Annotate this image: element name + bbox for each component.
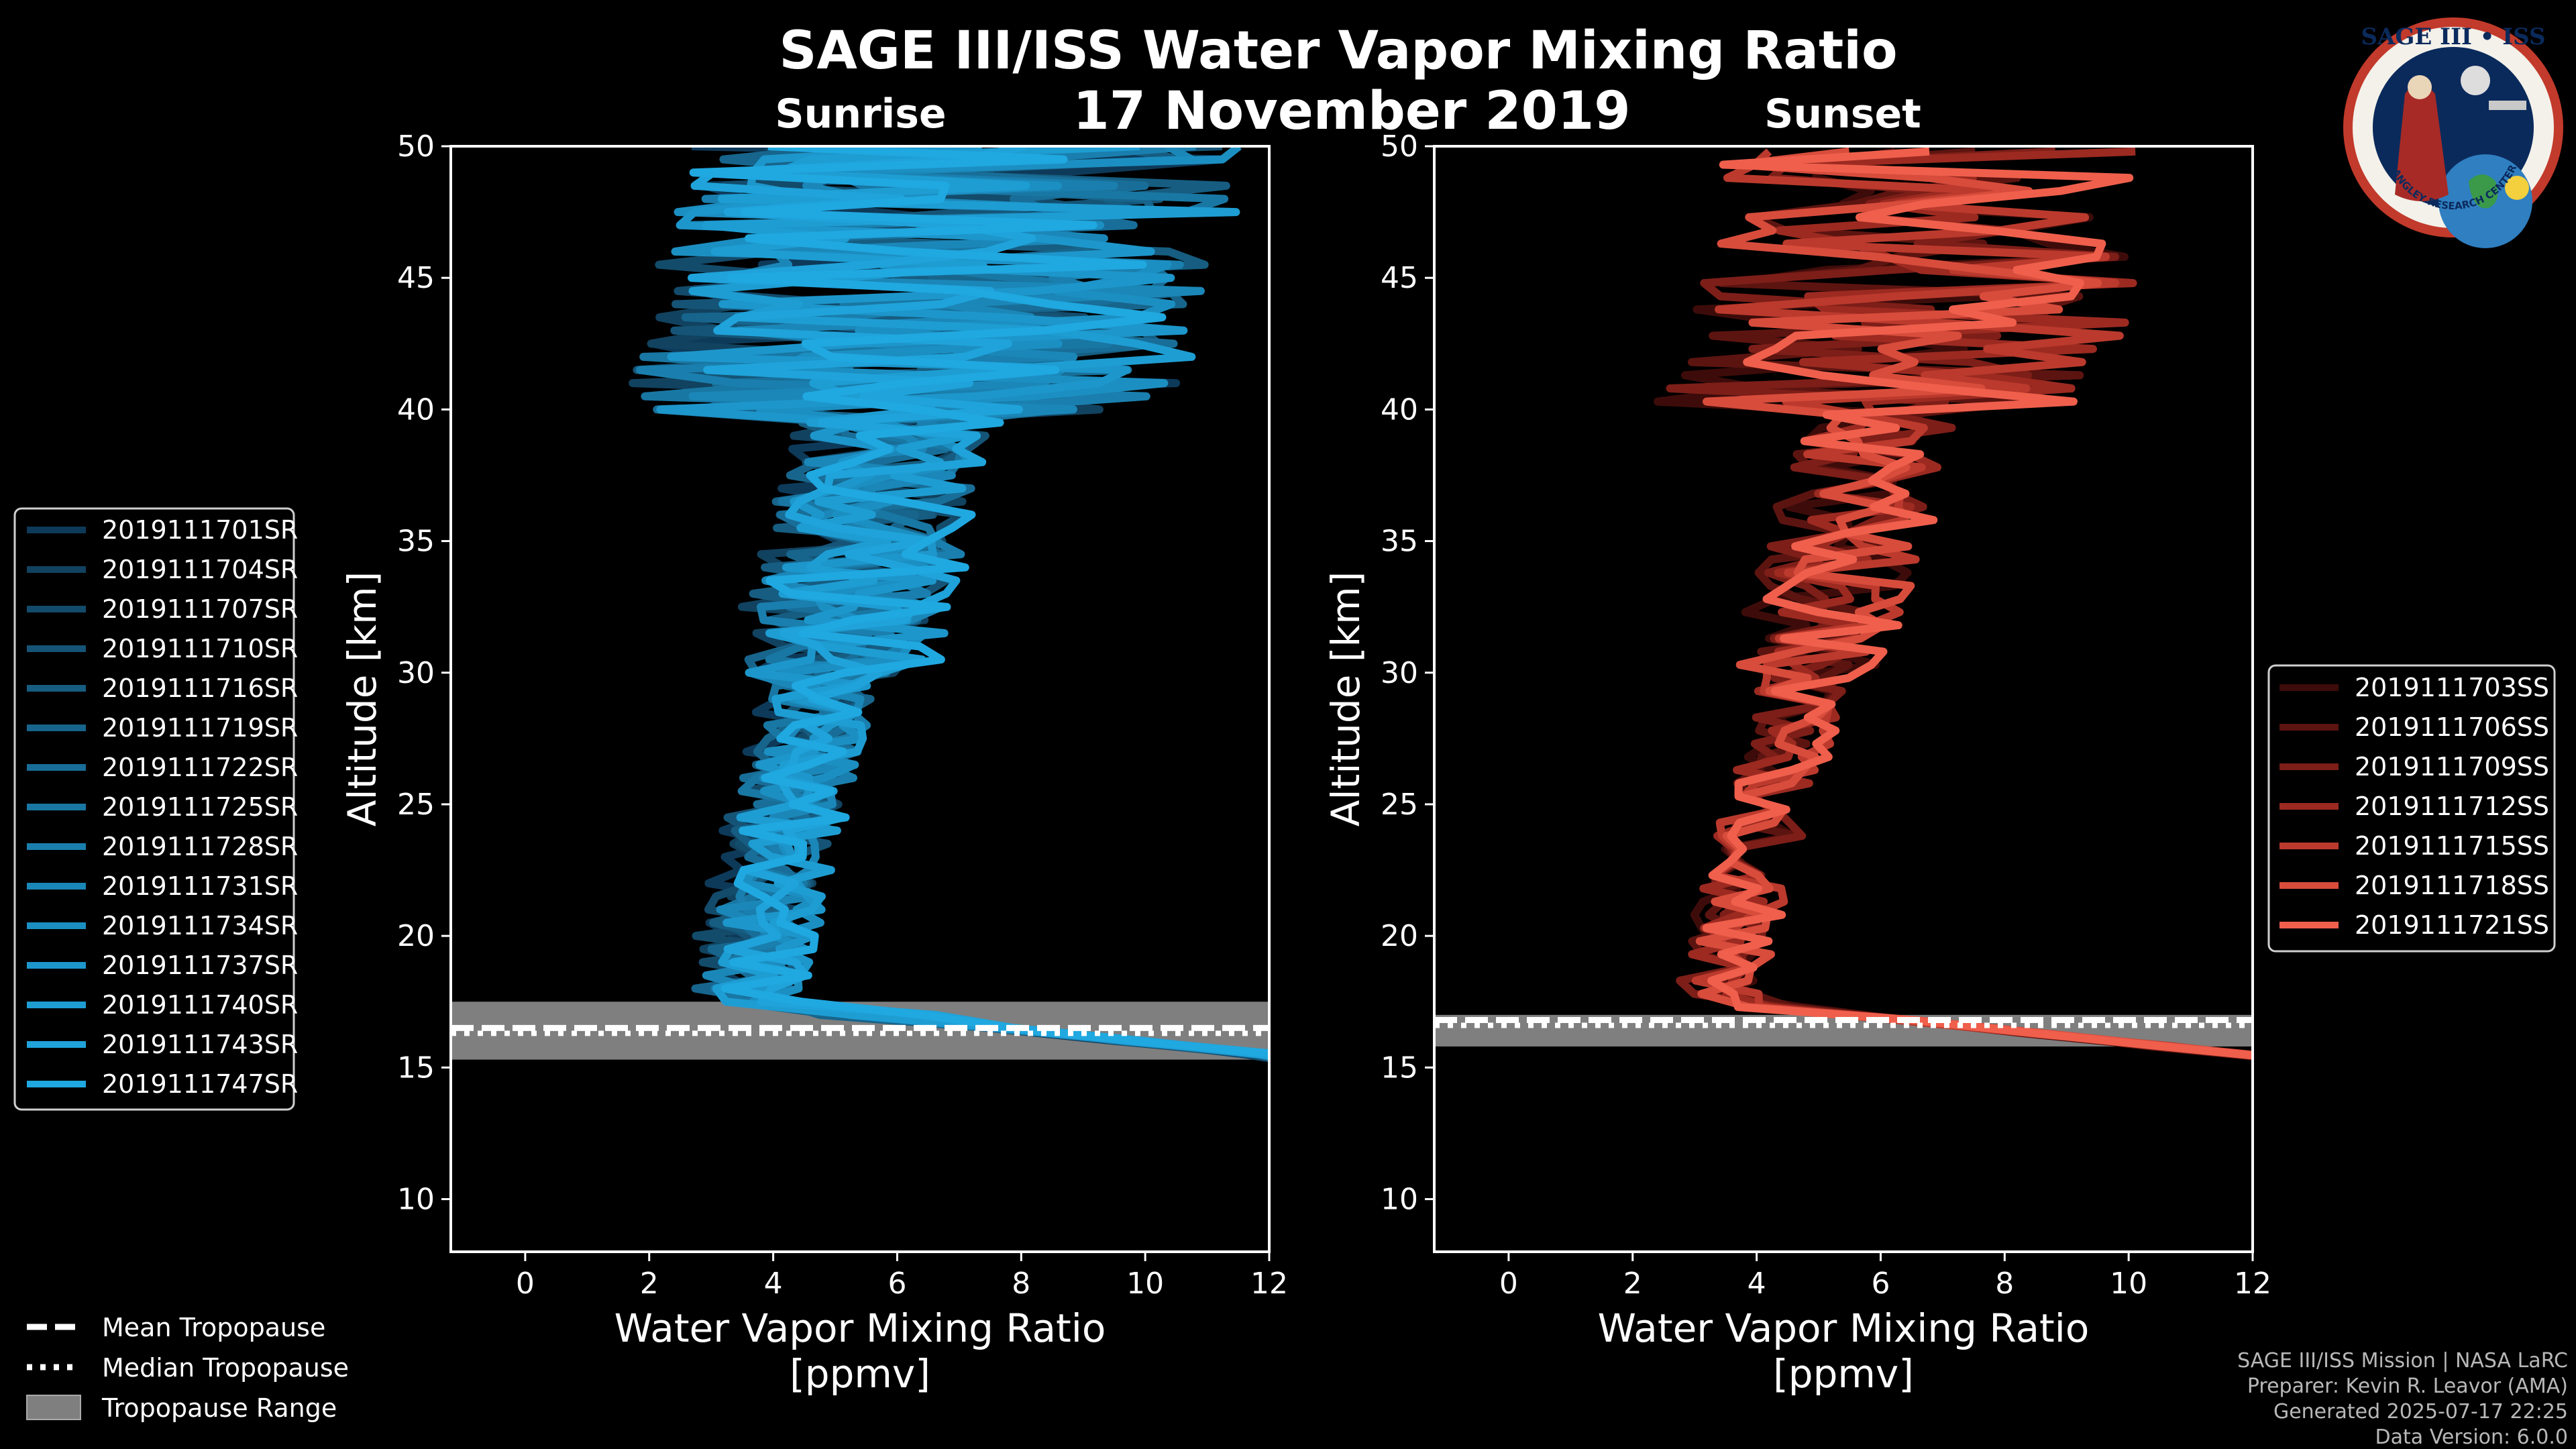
legend-entry-label: 2019111728SR	[102, 832, 298, 861]
credit-line-4: Data Version: 6.0.0	[2375, 1426, 2568, 1449]
legend-range-swatch	[26, 1395, 81, 1420]
date-title: 17 November 2019	[1073, 81, 1630, 142]
sunset-subtitle: Sunset	[1764, 91, 1921, 138]
legend-entry-label: 2019111703SS	[2355, 673, 2549, 702]
profile-line	[688, 146, 1269, 1060]
sunset-profiles	[1654, 147, 2253, 1061]
y-tick-label: 15	[397, 1051, 435, 1085]
legend-median-label: Median Tropopause	[102, 1353, 349, 1383]
sunset-y-label: Altitude [km]	[1323, 572, 1368, 826]
y-tick-label: 45	[1381, 261, 1418, 295]
x-tick-label: 4	[764, 1267, 783, 1301]
tropopause-legend: Mean Tropopause Median Tropopause Tropop…	[26, 1313, 349, 1423]
sunrise-x-label-line1: Water Vapor Mixing Ratio	[614, 1305, 1106, 1351]
legend-entry-label: 2019111715SS	[2355, 831, 2549, 861]
credits: SAGE III/ISS Mission | NASA LaRC Prepare…	[2237, 1349, 2568, 1449]
badge-sun-icon	[2505, 176, 2529, 200]
credit-line-3: Generated 2025-07-17 22:25	[2273, 1400, 2568, 1424]
legend-entry-label: 2019111716SR	[102, 674, 298, 703]
x-tick-label: 8	[1995, 1267, 2014, 1301]
sunrise-y-ticks: 10 15 20 25 30 35 40 45 50	[397, 129, 451, 1217]
x-tick-label: 0	[516, 1267, 535, 1301]
legend-entry-label: 2019111707SR	[102, 594, 298, 624]
x-tick-label: 6	[1871, 1267, 1890, 1301]
y-tick-label: 15	[1381, 1051, 1418, 1085]
sunset-y-ticks: 10 15 20 25 30 35 40 45 50	[1381, 129, 1434, 1217]
x-tick-label: 8	[1012, 1267, 1030, 1301]
x-tick-label: 6	[888, 1267, 906, 1301]
x-tick-label: 12	[1250, 1267, 1288, 1301]
legend-entry-label: 2019111747SR	[102, 1069, 298, 1099]
profile-line	[689, 146, 1269, 1058]
sunrise-y-label: Altitude [km]	[339, 572, 385, 826]
sunset-axes-frame	[1433, 145, 2254, 1253]
main-title: SAGE III/ISS Water Vapor Mixing Ratio	[779, 21, 1897, 81]
y-tick-label: 20	[397, 919, 435, 953]
legend-entry-label: 2019111734SR	[102, 911, 298, 941]
y-tick-label: 30	[397, 656, 435, 690]
legend-entry-label: 2019111718SS	[2355, 871, 2549, 900]
x-tick-label: 4	[1748, 1267, 1766, 1301]
x-tick-label: 10	[1126, 1267, 1164, 1301]
sunrise-axes-frame	[449, 145, 1271, 1253]
y-tick-label: 40	[1381, 392, 1418, 427]
y-tick-label: 30	[1381, 656, 1418, 690]
y-tick-label: 50	[397, 129, 435, 164]
sunset-panel: 0 2 4 6 8 10 12 10 15 20 25 30 35 40 45 50 Water Vapor…	[1323, 129, 2271, 1397]
y-tick-label: 10	[1381, 1183, 1418, 1217]
x-tick-label: 0	[1499, 1267, 1518, 1301]
legend-entry-label: 2019111710SR	[102, 634, 298, 663]
badge-figure-head-icon	[2408, 75, 2432, 99]
legend-entry-label: 2019111740SR	[102, 990, 298, 1020]
x-tick-label: 2	[640, 1267, 659, 1301]
legend-entry-label: 2019111725SR	[102, 792, 298, 822]
sunrise-legend: 2019111701SR 2019111704SR 2019111707SR 2019…	[13, 507, 298, 1111]
sunrise-x-ticks: 0 2 4 6 8 10 12	[516, 1252, 1288, 1301]
legend-entry-label: 2019111719SR	[102, 713, 298, 743]
badge-land-icon	[2469, 174, 2498, 209]
legend-entry-label: 2019111722SR	[102, 753, 298, 782]
sunrise-legend-frame	[13, 507, 295, 1111]
legend-mean-label: Mean Tropopause	[102, 1313, 325, 1342]
y-tick-label: 45	[397, 261, 435, 295]
legend-entry-label: 2019111721SS	[2355, 910, 2549, 940]
credit-line-2: Preparer: Kevin R. Leavor (AMA)	[2247, 1375, 2568, 1398]
badge-title: SAGE III • ISS	[2361, 23, 2545, 50]
legend-entry-label: 2019111743SR	[102, 1030, 298, 1059]
sunrise-panel: 0 2 4 6 8 10 12 10 15 20 25 30 35 40 45 50 Water Vapor…	[339, 129, 1288, 1397]
legend-entry-label: 2019111704SR	[102, 555, 298, 584]
sunset-legend-frame	[2267, 664, 2556, 953]
credit-line-1: SAGE III/ISS Mission | NASA LaRC	[2237, 1349, 2568, 1373]
x-tick-label: 12	[2234, 1267, 2271, 1301]
legend-entry-label: 2019111706SS	[2355, 712, 2549, 742]
x-tick-label: 10	[2110, 1267, 2147, 1301]
legend-entry-label: 2019111701SR	[102, 515, 298, 545]
y-tick-label: 35	[397, 525, 435, 559]
profile-line	[1702, 147, 2253, 1060]
legend-entry-label: 2019111709SS	[2355, 752, 2549, 782]
sunrise-subtitle: Sunrise	[775, 91, 946, 138]
y-tick-label: 25	[397, 788, 435, 822]
legend-entry-label: 2019111731SR	[102, 871, 298, 901]
y-tick-label: 40	[397, 392, 435, 427]
y-tick-label: 20	[1381, 919, 1418, 953]
sunset-x-ticks: 0 2 4 6 8 10 12	[1499, 1252, 2271, 1301]
sunrise-profiles	[629, 146, 1269, 1063]
badge-station-icon	[2489, 101, 2526, 110]
y-tick-label: 35	[1381, 525, 1418, 559]
y-tick-label: 50	[1381, 129, 1418, 164]
x-tick-label: 2	[1623, 1267, 1642, 1301]
badge-moon-icon	[2461, 66, 2490, 95]
badge-figure-icon	[2395, 84, 2449, 201]
legend-entry-label: 2019111712SS	[2355, 792, 2549, 821]
sunrise-x-label-line2: [ppmv]	[790, 1351, 930, 1397]
sunset-x-label-line1: Water Vapor Mixing Ratio	[1598, 1305, 2090, 1351]
sunset-x-label-line2: [ppmv]	[1773, 1351, 1914, 1397]
y-tick-label: 10	[397, 1183, 435, 1217]
sunset-legend: 2019111703SS 2019111706SS 2019111709SS 2019…	[2267, 664, 2556, 953]
y-tick-label: 25	[1381, 788, 1418, 822]
legend-entry-label: 2019111737SR	[102, 951, 298, 980]
legend-range-label: Tropopause Range	[101, 1393, 337, 1423]
